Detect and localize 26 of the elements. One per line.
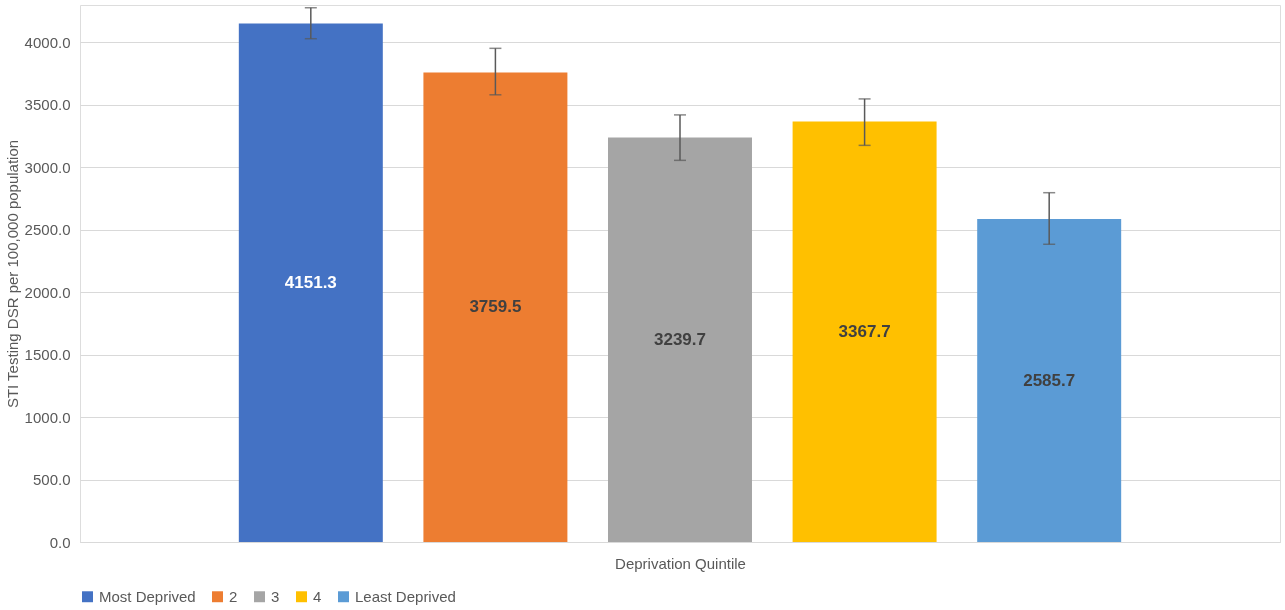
legend-label: Least Deprived [355,587,456,605]
y-tick-label: 4000.0 [24,33,71,51]
data-label: 4151.3 [284,272,337,292]
legend-label: 4 [313,587,322,605]
bar [977,219,1122,542]
bar [238,23,383,542]
y-tick-label: 1500.0 [24,346,71,364]
y-tick-label: 3500.0 [24,96,71,114]
data-label: 3367.7 [838,321,891,341]
y-tick-label: 1000.0 [24,408,71,426]
bar [423,72,568,542]
data-label: 3759.5 [469,297,522,317]
bar [608,137,752,542]
legend-label: 2 [229,587,238,605]
data-label: 2585.7 [1023,370,1076,390]
y-tick-label: 2000.0 [24,283,71,301]
y-tick-label: 3000.0 [24,158,71,176]
y-tick-label: 500.0 [32,471,71,489]
data-label: 3239.7 [654,329,706,349]
legend-label: 3 [271,587,280,605]
bar [792,121,937,542]
legend-label: Most Deprived [99,587,196,605]
x-axis-title: Deprivation Quintile [615,554,746,572]
y-tick-label: 0.0 [49,533,71,551]
y-axis-title: STI Testing DSR per 100,000 population [3,139,21,409]
y-tick-label: 2500.0 [24,221,71,239]
